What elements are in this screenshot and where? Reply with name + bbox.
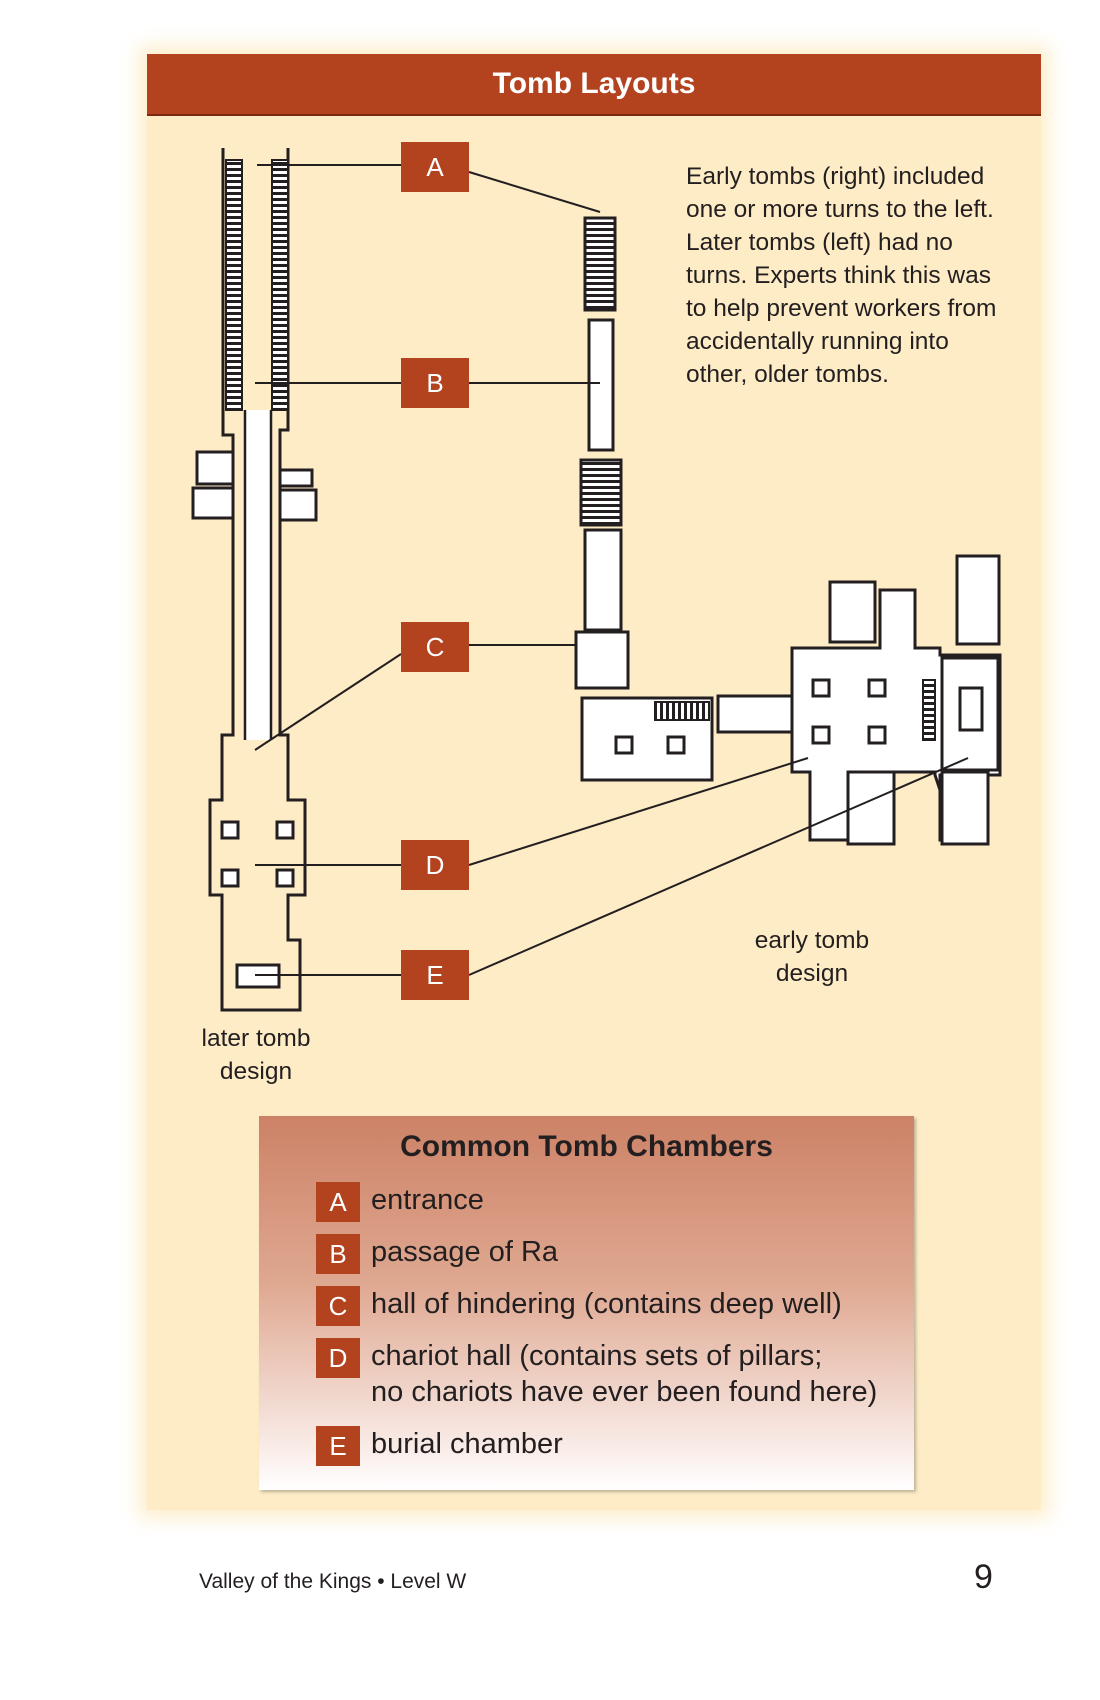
diagram-badge-d: D xyxy=(401,840,469,890)
caption-line: later tomb xyxy=(201,1025,311,1052)
legend-line: burial chamber xyxy=(371,1428,563,1460)
legend-line: passage of Ra xyxy=(371,1236,559,1268)
diagram-badge-c: C xyxy=(401,622,469,672)
legend-badge: B xyxy=(316,1234,360,1274)
early-tomb-plan xyxy=(574,216,1002,846)
caption-line: early tomb xyxy=(754,927,870,954)
later-tomb-plan xyxy=(191,148,318,1012)
caption-early-tomb: early tomb design xyxy=(742,924,882,990)
legend-badge: D xyxy=(316,1338,360,1378)
legend-item: C hall of hindering (contains deep well) xyxy=(316,1286,842,1326)
legend-box: Common Tomb Chambers A entrance B passag… xyxy=(259,1116,914,1490)
legend-label: hall of hindering (contains deep well) xyxy=(371,1286,842,1322)
legend-label: entrance xyxy=(371,1182,484,1218)
legend-item: B passage of Ra xyxy=(316,1234,558,1274)
diagram-badge-e: E xyxy=(401,950,469,1000)
page-title: Tomb Layouts xyxy=(147,54,1041,114)
legend-label: chariot hall (contains sets of pillars; … xyxy=(371,1338,877,1410)
legend-line: chariot hall (contains sets of pillars; xyxy=(371,1340,823,1372)
legend-title: Common Tomb Chambers xyxy=(400,1130,773,1163)
legend-line: no chariots have ever been found here) xyxy=(371,1376,878,1408)
diagram-badge-a: A xyxy=(401,142,469,192)
caption-line: design xyxy=(219,1058,293,1085)
page-number: 9 xyxy=(974,1558,993,1596)
explanatory-note: Early tombs (right) included one or more… xyxy=(686,163,997,388)
legend-label: burial chamber xyxy=(371,1426,563,1462)
footer-text: Valley of the Kings • Level W xyxy=(199,1570,467,1593)
caption-later-tomb: later tomb design xyxy=(186,1022,326,1088)
diagram-badge-b: B xyxy=(401,358,469,408)
legend-item: E burial chamber xyxy=(316,1426,563,1466)
legend-label: passage of Ra xyxy=(371,1234,558,1270)
caption-line: design xyxy=(775,960,849,987)
legend-item: D chariot hall (contains sets of pillars… xyxy=(316,1338,877,1410)
legend-badge: C xyxy=(316,1286,360,1326)
legend-badge: E xyxy=(316,1426,360,1466)
legend-line: entrance xyxy=(371,1184,484,1216)
legend-item: A entrance xyxy=(316,1182,484,1222)
leader-lines xyxy=(254,164,969,976)
legend-badge: A xyxy=(316,1182,360,1222)
legend-line: hall of hindering (contains deep well) xyxy=(371,1288,842,1320)
